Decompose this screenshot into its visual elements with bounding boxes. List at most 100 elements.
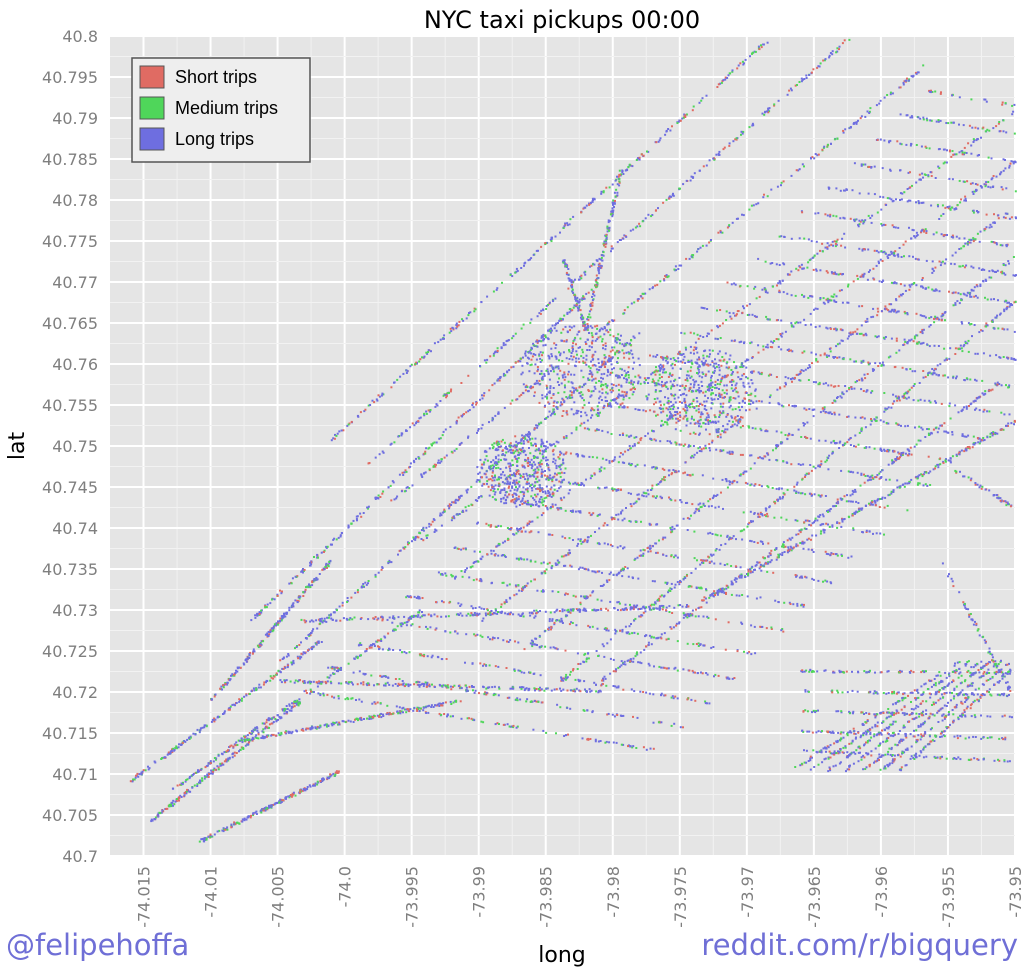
street-points — [551, 450, 909, 512]
street-points — [802, 709, 1013, 719]
y-axis-ticks: 40.8 40.795 40.79 40.785 40.78 40.775 40.77 40.… — [42, 27, 98, 866]
street-points — [757, 257, 1017, 304]
street-points — [875, 138, 1015, 163]
x-tick-label: -73.995 — [403, 866, 422, 928]
street-points — [171, 609, 423, 790]
pickup-points — [129, 38, 1017, 843]
y-tick-label: 40.75 — [52, 437, 98, 456]
street-points — [367, 38, 851, 465]
y-tick-label: 40.765 — [42, 314, 98, 333]
street-points — [330, 41, 769, 442]
street-points — [853, 162, 1017, 193]
street-points — [453, 546, 805, 608]
street-points — [609, 404, 952, 464]
x-tick-label: -74.0 — [336, 866, 355, 907]
street-points — [279, 679, 602, 694]
street-points — [726, 281, 1016, 333]
street-points — [778, 235, 1017, 277]
street-points — [376, 617, 736, 680]
street-points — [804, 689, 1010, 698]
x-tick-label: -73.985 — [537, 866, 556, 928]
y-tick-label: 40.8 — [62, 27, 98, 46]
street-points — [357, 642, 711, 705]
x-tick-label: -73.95 — [1006, 866, 1024, 918]
x-tick-label: -74.005 — [269, 866, 288, 928]
street-points — [800, 668, 1011, 676]
dense-cluster — [645, 346, 757, 436]
credit-author: @felipehoffa — [6, 928, 190, 962]
street-points — [584, 169, 624, 331]
x-axis-label: long — [538, 943, 585, 968]
x-tick-label: -73.975 — [671, 866, 690, 928]
street-points — [561, 259, 588, 332]
street-points — [454, 160, 1017, 580]
street-points — [150, 701, 301, 823]
dense-cluster — [476, 434, 567, 508]
street-points — [526, 474, 885, 536]
street-points — [405, 595, 757, 656]
street-points — [390, 64, 925, 502]
street-points — [239, 699, 462, 744]
street-points — [583, 427, 932, 487]
y-tick-label: 40.715 — [42, 724, 98, 743]
y-tick-label: 40.7 — [62, 847, 98, 866]
y-tick-label: 40.745 — [42, 478, 98, 497]
grid — [110, 35, 1016, 857]
y-tick-label: 40.76 — [52, 355, 98, 374]
y-tick-label: 40.755 — [42, 396, 98, 415]
x-tick-label: -73.97 — [738, 866, 757, 918]
street-points — [801, 729, 1007, 741]
street-points — [476, 521, 833, 585]
street-points — [800, 210, 1009, 248]
street-points — [954, 469, 1013, 508]
street-points — [198, 770, 340, 843]
legend-label: Medium trips — [175, 98, 278, 118]
x-tick-label: -74.01 — [202, 866, 221, 918]
y-tick-label: 40.72 — [52, 683, 98, 702]
street-points — [303, 689, 655, 751]
street-points — [928, 89, 1016, 107]
legend-swatch — [139, 65, 165, 89]
x-tick-label: -73.99 — [470, 866, 489, 918]
y-tick-label: 40.73 — [52, 601, 98, 620]
street-points — [899, 113, 1016, 135]
legend-swatch — [139, 127, 165, 151]
street-points — [420, 110, 1015, 542]
street-points — [560, 300, 1017, 682]
street-points — [941, 562, 1012, 692]
y-tick-label: 40.77 — [52, 273, 98, 292]
legend-swatch — [139, 96, 165, 120]
y-tick-label: 40.785 — [42, 150, 98, 169]
y-tick-label: 40.795 — [42, 68, 98, 87]
x-tick-label: -73.965 — [805, 866, 824, 928]
x-tick-label: -74.015 — [135, 866, 154, 928]
y-tick-label: 40.735 — [42, 560, 98, 579]
y-tick-label: 40.71 — [52, 765, 98, 784]
y-tick-label: 40.775 — [42, 232, 98, 251]
street-points — [827, 186, 1017, 220]
street-points — [601, 381, 999, 682]
street-points — [803, 749, 1011, 763]
street-points — [680, 331, 1011, 389]
street-points — [300, 604, 690, 624]
x-tick-label: -73.98 — [604, 866, 623, 918]
street-points — [794, 661, 961, 768]
legend-label: Short trips — [175, 67, 257, 87]
y-tick-label: 40.79 — [52, 109, 98, 128]
legend-label: Long trips — [175, 129, 254, 149]
x-tick-label: -73.955 — [939, 866, 958, 928]
street-points — [129, 640, 323, 783]
x-tick-label: -73.96 — [872, 866, 891, 918]
street-points — [210, 559, 332, 701]
y-axis-label: lat — [5, 432, 30, 461]
x-axis-ticks: -74.015 -74.01 -74.005 -74.0 -73.995 -73.99 -7… — [135, 866, 1024, 928]
y-tick-label: 40.74 — [52, 519, 98, 538]
legend: Short trips Medium trips Long trips — [131, 57, 311, 163]
y-tick-label: 40.725 — [42, 642, 98, 661]
y-tick-label: 40.705 — [42, 806, 98, 825]
dense-cluster — [520, 324, 642, 418]
y-tick-label: 40.78 — [52, 191, 98, 210]
credit-source: reddit.com/r/bigquery — [701, 928, 1018, 962]
street-points — [700, 306, 1017, 361]
